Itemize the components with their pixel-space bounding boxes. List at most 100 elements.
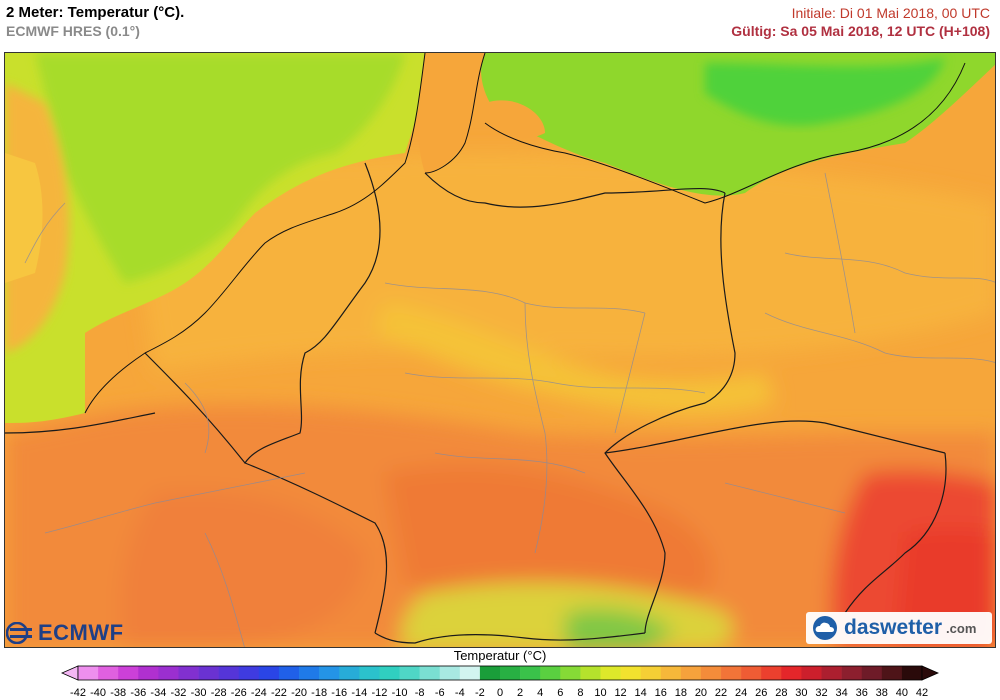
scale-swatch — [439, 666, 461, 680]
temperature-map[interactable] — [4, 52, 996, 648]
scale-tick-label: 24 — [735, 687, 747, 699]
scale-swatch — [741, 666, 762, 680]
scale-swatch — [138, 666, 159, 680]
temperature-field — [5, 152, 995, 647]
scale-tick-label: -40 — [90, 687, 106, 699]
denmark-land — [418, 53, 485, 173]
scale-swatch — [399, 666, 420, 680]
scale-tick-label: 12 — [614, 687, 626, 699]
scale-swatch — [198, 666, 219, 680]
cloud-icon — [813, 616, 837, 640]
scale-tick-label: -10 — [392, 687, 408, 699]
scale-swatch — [459, 666, 481, 680]
scale-tick-label: -36 — [130, 687, 146, 699]
scale-swatch — [278, 666, 300, 680]
scale-tick-label: 6 — [557, 687, 563, 699]
scale-tick-label: -26 — [231, 687, 247, 699]
scale-tick-label: -18 — [311, 687, 327, 699]
scale-tick-label: 0 — [497, 687, 503, 699]
scale-swatch — [560, 666, 581, 680]
baltic-sea-cool — [705, 58, 945, 126]
scale-swatch — [118, 666, 139, 680]
scale-swatch — [258, 666, 280, 680]
scale-swatch — [660, 666, 682, 680]
daswetter-logo: daswetter .com — [806, 612, 992, 644]
scale-swatch — [98, 666, 119, 680]
scale-swatch — [379, 666, 400, 680]
scale-tick-label: -16 — [331, 687, 347, 699]
scale-tick-label: -32 — [171, 687, 187, 699]
scale-swatch — [700, 666, 722, 680]
scale-swatch — [500, 666, 521, 680]
valid-time: Gültig: Sa 05 Mai 2018, 12 UTC (H+108) — [731, 23, 990, 39]
daswetter-logo-text: daswetter — [844, 616, 943, 639]
scale-tick-label: -34 — [150, 687, 166, 699]
model-label: ECMWF HRES (0.1°) — [6, 23, 140, 39]
danish-islands — [485, 100, 545, 139]
england-inland — [5, 153, 43, 283]
scale-swatch — [861, 666, 883, 680]
scale-swatch — [620, 666, 641, 680]
scale-tick-label: 38 — [876, 687, 888, 699]
scale-tick-label: 8 — [577, 687, 583, 699]
scale-tick-label: 20 — [695, 687, 707, 699]
scale-tick-label: 10 — [594, 687, 606, 699]
scale-tick-label: 36 — [856, 687, 868, 699]
scale-arrow-low — [61, 665, 79, 681]
scale-swatch — [238, 666, 260, 680]
daswetter-logo-suffix: .com — [946, 620, 977, 636]
scale-swatch — [580, 666, 601, 680]
scale-tick-label: -6 — [435, 687, 445, 699]
scale-tick-label: 32 — [815, 687, 827, 699]
scale-swatch — [540, 666, 561, 680]
temperature-scale: -42 -40 -38 -36 -34 -32 -30 -28 -26 -24 -22 -20 -18-… — [61, 665, 939, 699]
init-time: Initiale: Di 01 Mai 2018, 00 UTC — [791, 5, 990, 21]
scale-tick-label: 22 — [715, 687, 727, 699]
north-sea-cool — [35, 53, 405, 283]
scale-swatch — [721, 666, 742, 680]
scale-swatch — [901, 666, 923, 680]
scale-tick-label: 28 — [775, 687, 787, 699]
scale-tick-label: 4 — [537, 687, 543, 699]
scale-tick-label: -28 — [211, 687, 227, 699]
scale-swatch — [339, 666, 360, 680]
scale-swatch — [821, 666, 842, 680]
scale-tick-label: 18 — [675, 687, 687, 699]
map-header-right: Initiale: Di 01 Mai 2018, 00 UTC Gültig:… — [731, 4, 990, 40]
scale-swatch — [640, 666, 662, 680]
scale-swatch — [479, 666, 501, 680]
scale-swatch — [419, 666, 441, 680]
ecmwf-mark-icon — [6, 622, 32, 644]
map-canvas — [5, 53, 995, 647]
ecmwf-logo-text: ECMWF — [38, 620, 124, 645]
ecmwf-logo: ECMWF — [6, 620, 124, 646]
scale-swatch — [841, 666, 863, 680]
scale-title: Temperatur (°C) — [453, 648, 547, 663]
scale-swatch — [881, 666, 903, 680]
scale-tick-label: -8 — [415, 687, 425, 699]
scale-swatch — [781, 666, 802, 680]
scale-tick-label: 26 — [755, 687, 767, 699]
scale-tick-label: 30 — [795, 687, 807, 699]
scale-tick-label: 40 — [896, 687, 908, 699]
scale-tick-label: 16 — [655, 687, 667, 699]
scale-swatch — [78, 666, 99, 680]
scale-tick-label: -38 — [110, 687, 126, 699]
scale-tick-label: 42 — [916, 687, 928, 699]
country-borders — [5, 162, 947, 644]
scale-tick-label: -14 — [351, 687, 367, 699]
scale-tick-label: 34 — [835, 687, 847, 699]
scale-tick-label: -2 — [475, 687, 485, 699]
scale-swatch — [218, 666, 240, 680]
scale-tick-label: -12 — [371, 687, 387, 699]
state-borders — [24, 172, 995, 647]
scale-tick-label: -22 — [271, 687, 287, 699]
scale-swatch — [680, 666, 702, 680]
scale-swatch — [761, 666, 782, 680]
scale-swatch — [801, 666, 822, 680]
scale-tick-label: -20 — [291, 687, 307, 699]
scale-swatch — [600, 666, 621, 680]
map-title: 2 Meter: Temperatur (°C). — [6, 4, 185, 21]
scale-tick-label: -30 — [191, 687, 207, 699]
scale-tick-label: 2 — [517, 687, 523, 699]
